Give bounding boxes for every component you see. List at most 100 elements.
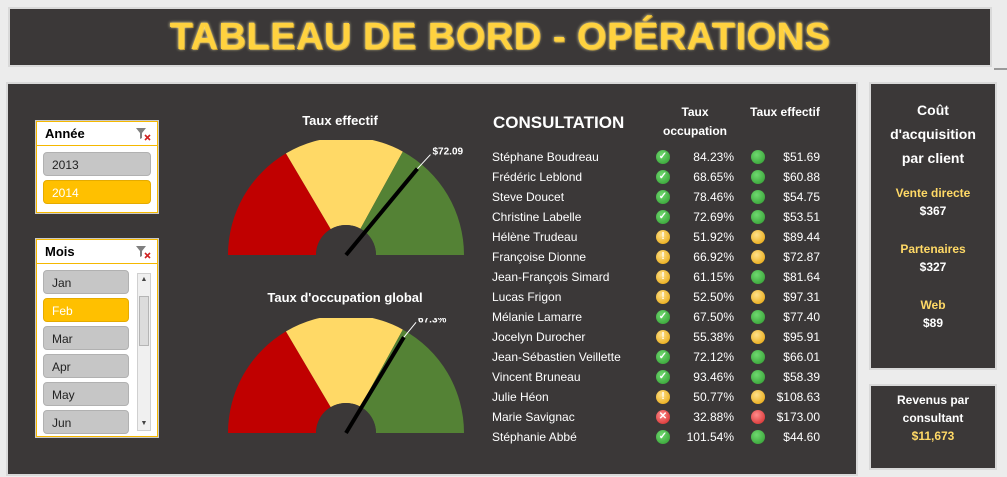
status-dot-icon	[751, 330, 765, 344]
occupation-value: 67.50%	[693, 310, 734, 324]
cross-icon: ✕	[656, 410, 670, 424]
effectif-value: $173.00	[776, 410, 820, 424]
slicer-item-may[interactable]: May	[43, 382, 129, 406]
slicer-item-apr[interactable]: Apr	[43, 354, 129, 378]
table-row: Marie Savignac ✕ 32.88% $173.00	[492, 407, 832, 427]
consultant-name: Stéphanie Abbé	[492, 430, 577, 444]
consultation-title: CONSULTATION	[493, 113, 625, 132]
warning-icon: !	[656, 290, 670, 304]
warning-icon: !	[656, 230, 670, 244]
clear-filter-icon[interactable]	[135, 245, 151, 259]
slicer-item-mar[interactable]: Mar	[43, 326, 129, 350]
revenus-value: $11,673	[911, 429, 955, 443]
warning-icon: !	[656, 390, 670, 404]
gauge-zone-mid	[285, 140, 403, 230]
check-icon: ✓	[656, 350, 670, 364]
check-icon: ✓	[656, 190, 670, 204]
consultant-name: Vincent Bruneau	[492, 370, 581, 384]
gauge-zone-high	[360, 151, 464, 255]
kpi-web: Web $89	[871, 298, 995, 330]
effectif-value: $66.01	[783, 350, 820, 364]
occupation-value: 51.92%	[693, 230, 734, 244]
status-dot-icon	[751, 250, 765, 264]
divider	[994, 68, 1007, 70]
clear-filter-icon[interactable]	[135, 127, 151, 141]
check-icon: ✓	[656, 370, 670, 384]
slicer-annee-header: Année	[37, 122, 157, 146]
table-row: Vincent Bruneau ✓ 93.46% $58.39	[492, 367, 832, 387]
revenus-panel: Revenus par consultant $11,673	[869, 384, 997, 470]
consultant-name: Françoise Dionne	[492, 250, 587, 264]
occupation-value: 50.77%	[693, 390, 734, 404]
col-header-effectif: Taux effectif	[750, 105, 820, 119]
slicer-item-2013[interactable]: 2013	[43, 152, 151, 176]
effectif-value: $44.60	[783, 430, 820, 444]
status-dot-icon	[751, 410, 765, 424]
slicer-mois-header: Mois	[37, 240, 157, 264]
effectif-value: $53.51	[783, 210, 820, 224]
gauge-needle	[344, 336, 406, 435]
kpi-value: $367	[919, 204, 947, 218]
occupation-value: 72.69%	[693, 210, 734, 224]
consultant-name: Christine Labelle	[492, 210, 582, 224]
status-dot-icon	[751, 350, 765, 364]
occupation-value: 78.46%	[693, 190, 734, 204]
table-row: Lucas Frigon! 52.50% $97.31	[492, 287, 832, 307]
status-dot-icon	[751, 230, 765, 244]
slicer-item-2014[interactable]: 2014	[43, 180, 151, 204]
check-icon: ✓	[656, 150, 670, 164]
slicer-item-jan[interactable]: Jan	[43, 270, 129, 294]
table-row: Jean-Sébastien Veillette ✓ 72.12% $66.01	[492, 347, 832, 367]
table-row: Steve Doucet ✓ 78.46% $54.75	[492, 187, 832, 207]
warning-icon: !	[656, 270, 670, 284]
status-dot-icon	[751, 370, 765, 384]
occupation-value: 61.15%	[693, 270, 734, 284]
consultant-name: Hélène Trudeau	[492, 230, 578, 244]
occupation-value: 93.46%	[693, 370, 734, 384]
slicer-mois: Mois Jan Feb Mar Apr May Jun ▲ ▼	[36, 239, 158, 437]
gauge-zone-high	[360, 329, 464, 433]
status-dot-icon	[751, 190, 765, 204]
kpi-label: Partenaires	[900, 242, 966, 256]
gauge-value-label: 67.3%	[418, 318, 446, 325]
occupation-value: 68.65%	[693, 170, 734, 184]
table-row: Stéphane Boudreau ✓ 84.23% $51.69	[492, 147, 832, 167]
slicer-mois-title: Mois	[45, 244, 75, 259]
kpi-value: $89	[922, 316, 944, 330]
effectif-value: $95.91	[783, 330, 820, 344]
slicer-item-jun[interactable]: Jun	[43, 410, 129, 434]
effectif-value: $51.69	[783, 150, 820, 164]
warning-icon: !	[656, 250, 670, 264]
consultant-name: Lucas Frigon	[492, 290, 562, 304]
occupation-value: 84.23%	[693, 150, 734, 164]
scroll-down-icon[interactable]: ▼	[140, 420, 148, 427]
status-dot-icon	[751, 310, 765, 324]
status-dot-icon	[751, 210, 765, 224]
dashboard-header: TABLEAU DE BORD - OPÉRATIONS	[8, 7, 992, 67]
slicer-scrollbar[interactable]: ▲ ▼	[137, 273, 151, 431]
effectif-value: $77.40	[783, 310, 820, 324]
occupation-value: 52.50%	[693, 290, 734, 304]
scroll-up-icon[interactable]: ▲	[140, 276, 148, 283]
slicer-item-feb[interactable]: Feb	[43, 298, 129, 322]
consultant-name: Marie Savignac	[492, 410, 575, 424]
effectif-value: $60.88	[783, 170, 820, 184]
occupation-value: 72.12%	[693, 350, 734, 364]
status-dot-icon	[751, 430, 765, 444]
check-icon: ✓	[656, 430, 670, 444]
kpi-vente-directe: Vente directe $367	[871, 186, 995, 218]
col-header-occupation: Taux occupation	[662, 105, 727, 138]
effectif-value: $97.31	[783, 290, 820, 304]
kpi-value: $327	[919, 260, 947, 274]
table-row: Jean-François Simard! 61.15% $81.64	[492, 267, 832, 287]
check-icon: ✓	[656, 170, 670, 184]
occupation-value: 32.88%	[693, 410, 734, 424]
cout-acquisition-title: Coût d'acquisition par client	[890, 102, 976, 166]
occupation-value: 101.54%	[686, 430, 734, 444]
gauge-occupation-title: Taux d'occupation global	[267, 290, 423, 305]
check-icon: ✓	[656, 310, 670, 324]
table-row: Hélène Trudeau! 51.92% $89.44	[492, 227, 832, 247]
consultant-name: Jean-François Simard	[492, 270, 610, 284]
gauge-value-label: $72.09	[432, 147, 463, 158]
scroll-thumb[interactable]	[139, 296, 149, 346]
